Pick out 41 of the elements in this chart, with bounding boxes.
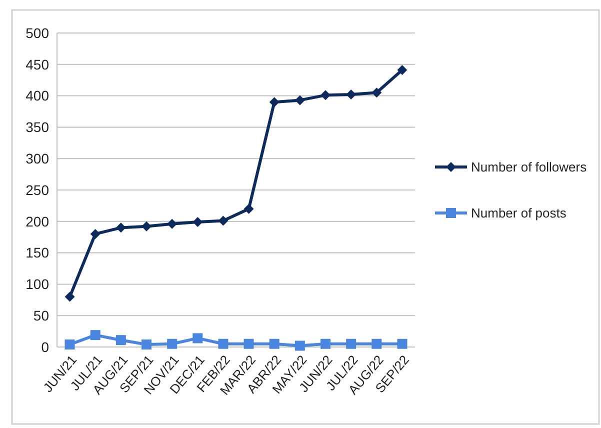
y-tick-label: 450 xyxy=(26,56,50,72)
point xyxy=(294,95,305,106)
y-tick-label: 50 xyxy=(33,308,50,324)
y-tick-label: 0 xyxy=(41,338,50,355)
point xyxy=(90,228,100,239)
y-tick-label: 400 xyxy=(26,88,50,104)
point xyxy=(167,338,178,349)
point xyxy=(192,333,203,344)
point xyxy=(294,340,305,351)
point xyxy=(346,338,356,349)
point xyxy=(90,330,100,340)
point xyxy=(346,90,356,100)
point xyxy=(167,218,178,229)
point xyxy=(116,335,126,346)
y-tick-label: 500 xyxy=(26,24,50,41)
point xyxy=(142,221,152,232)
y-tick-label: 250 xyxy=(26,182,50,198)
y-tick-label: 100 xyxy=(26,276,50,292)
point xyxy=(397,65,408,76)
legend-label: Number of followers xyxy=(471,160,588,175)
point xyxy=(320,90,330,100)
point xyxy=(218,216,228,226)
point xyxy=(192,217,203,228)
point xyxy=(116,222,126,233)
y-tick-label: 200 xyxy=(26,213,50,230)
point xyxy=(372,338,382,349)
legend-label: Number of posts xyxy=(471,206,567,221)
point xyxy=(244,204,254,214)
y-tick-label: 300 xyxy=(26,150,50,166)
point xyxy=(269,338,280,349)
point xyxy=(142,339,152,350)
point xyxy=(320,338,330,349)
point xyxy=(218,338,228,349)
point xyxy=(64,292,75,302)
y-tick-label: 350 xyxy=(26,119,50,136)
point xyxy=(244,338,254,349)
point xyxy=(397,338,408,349)
point xyxy=(269,97,280,108)
point xyxy=(372,88,382,98)
point xyxy=(64,339,75,350)
y-tick-label: 150 xyxy=(26,244,50,261)
